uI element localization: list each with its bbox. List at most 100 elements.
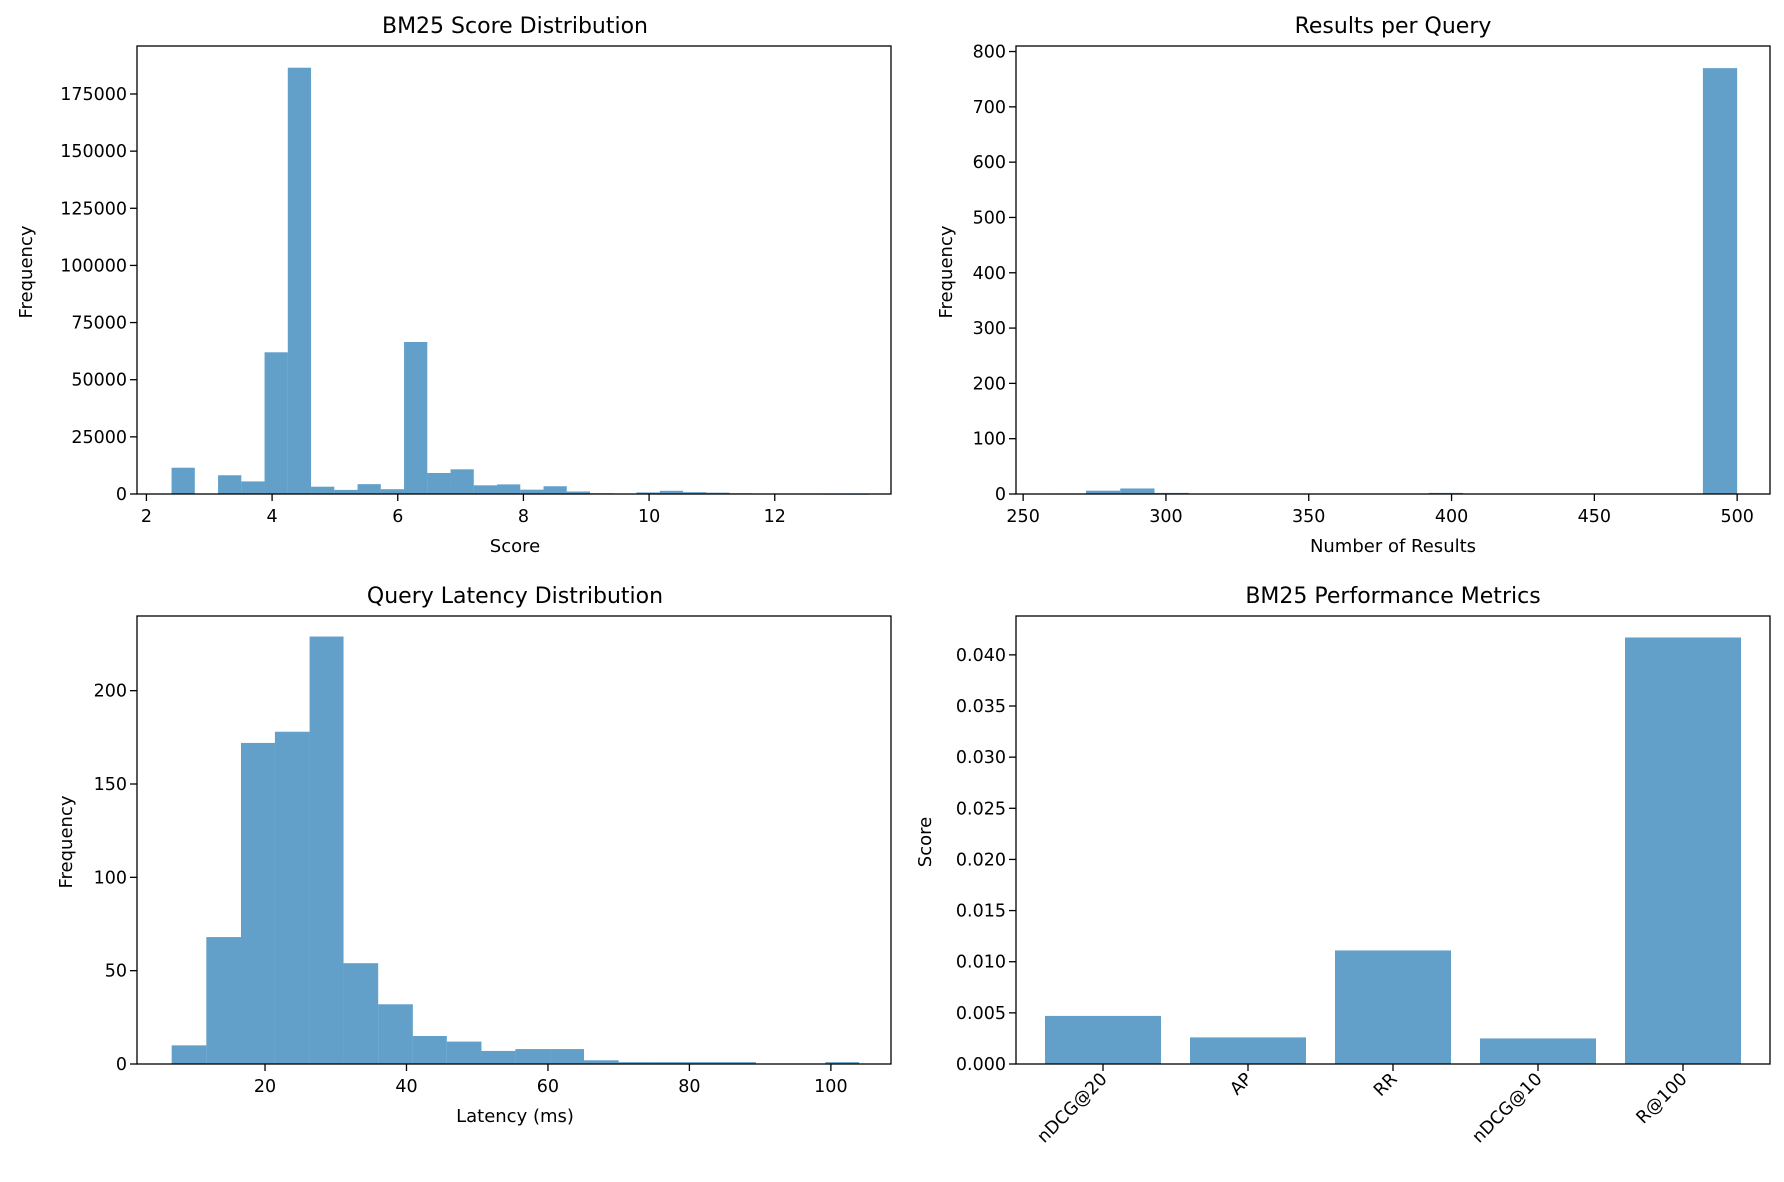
results-ytick-label: 800	[973, 43, 1006, 63]
results-ytick-label: 500	[973, 208, 1006, 228]
score-histogram-bar	[543, 486, 567, 494]
latency-histogram-bar	[412, 1036, 447, 1064]
results-ytick-label: 400	[973, 264, 1006, 284]
score-xtick-label: 12	[764, 507, 786, 527]
results-xtick-label: 450	[1578, 507, 1611, 527]
metrics-chart-title: BM25 Performance Metrics	[1245, 584, 1540, 609]
results-ytick-label: 700	[973, 98, 1006, 118]
latency-axes-frame	[136, 615, 892, 1065]
latency-histogram-bar	[515, 1049, 551, 1064]
latency-histogram-bar	[618, 1062, 654, 1064]
score-histogram-bar	[520, 489, 544, 494]
score-ytick-label: 150000	[60, 142, 127, 162]
results-chart-title: Results per Query	[1295, 14, 1492, 39]
latency-histogram-bar	[274, 731, 310, 1064]
metrics-ytick-label: 0.035	[956, 697, 1006, 717]
score-histogram-bar	[450, 469, 474, 494]
results-histogram-bar	[1085, 490, 1121, 494]
score-histogram-bar	[427, 472, 451, 494]
latency-distribution-panel: Query Latency Distribution Latency (ms) …	[56, 584, 892, 1127]
score-distribution-panel: BM25 Score Distribution Score Frequency …	[16, 14, 892, 557]
latency-ytick-label: 50	[105, 962, 127, 982]
results-y-axis-label: Frequency	[936, 225, 957, 318]
results-xtick-label: 300	[1149, 507, 1182, 527]
score-ytick-label: 100000	[60, 256, 127, 276]
latency-ytick-label: 100	[94, 868, 127, 888]
score-ytick-label: 75000	[71, 314, 127, 334]
score-histogram-bar	[287, 67, 312, 494]
score-histogram-bar	[404, 342, 428, 494]
metrics-ytick-label: 0.010	[956, 953, 1006, 973]
metrics-y-axis-label: Score	[915, 817, 936, 867]
latency-histogram-bar	[825, 1062, 860, 1064]
latency-y-axis-label: Frequency	[56, 795, 77, 888]
latency-histogram-bar	[378, 1004, 413, 1064]
metrics-ytick-label: 0.015	[956, 902, 1006, 922]
metrics-bar-ap	[1190, 1037, 1306, 1064]
score-histogram-bar	[334, 489, 358, 494]
score-histogram-bar	[171, 467, 195, 494]
metrics-xtick-label: R@100	[1633, 1069, 1692, 1128]
latency-histogram-bar	[721, 1062, 756, 1064]
latency-ytick-label: 0	[116, 1055, 127, 1075]
results-ytick-label: 300	[973, 319, 1006, 339]
score-ytick-label: 25000	[71, 428, 127, 448]
score-histogram-bar	[357, 484, 381, 494]
performance-metrics-panel: BM25 Performance Metrics Score nDCG@20 AP…	[915, 584, 1771, 1147]
score-histogram-bar	[659, 490, 684, 494]
latency-xtick-label: 60	[537, 1077, 559, 1097]
metrics-xtick-label: AP	[1226, 1069, 1256, 1099]
score-histogram-bar	[380, 489, 405, 494]
score-histogram-bar	[683, 492, 707, 494]
metrics-ytick-label: 0.005	[956, 1004, 1006, 1024]
score-xtick-label: 4	[267, 507, 278, 527]
score-xtick-label: 2	[141, 507, 152, 527]
results-xtick-label: 400	[1435, 507, 1468, 527]
score-x-axis-label: Score	[490, 536, 540, 557]
results-per-query-panel: Results per Query Number of Results Freq…	[936, 14, 1771, 557]
metrics-bar-ndcg-10	[1480, 1038, 1596, 1064]
score-ytick-label: 125000	[60, 199, 127, 219]
score-ytick-label: 0	[116, 485, 127, 505]
metrics-bar-rr	[1335, 950, 1451, 1064]
score-histogram-bar	[497, 484, 521, 494]
score-ytick-label: 175000	[60, 85, 127, 105]
latency-histogram-bar	[687, 1062, 722, 1064]
latency-ytick-label: 150	[94, 775, 127, 795]
latency-ytick-label: 200	[94, 682, 127, 702]
results-ytick-label: 0	[995, 485, 1006, 505]
results-histogram-bar	[1702, 68, 1738, 494]
metrics-ytick-label: 0.030	[956, 748, 1006, 768]
score-xtick-label: 8	[518, 507, 529, 527]
results-histogram-bar	[1120, 488, 1155, 494]
latency-xtick-label: 40	[395, 1077, 417, 1097]
results-xtick-label: 500	[1720, 507, 1753, 527]
score-histogram-bar	[473, 485, 498, 494]
metrics-bar-r-100	[1625, 637, 1741, 1064]
latency-xtick-label: 80	[678, 1077, 700, 1097]
metrics-bar-ndcg-20	[1045, 1015, 1161, 1064]
latency-histogram-bar	[481, 1050, 516, 1064]
metrics-ytick-label: 0.040	[956, 646, 1006, 666]
score-histogram-bar	[566, 491, 591, 494]
results-xtick-label: 250	[1006, 507, 1039, 527]
latency-histogram-bar	[584, 1060, 619, 1064]
latency-xtick-label: 100	[814, 1077, 847, 1097]
latency-histogram-bar	[653, 1062, 688, 1064]
metrics-xtick-label: nDCG@10	[1469, 1069, 1547, 1147]
results-xtick-label: 350	[1292, 507, 1325, 527]
results-ytick-label: 200	[973, 374, 1006, 394]
score-ytick-label: 50000	[71, 371, 127, 391]
metrics-xtick-label: nDCG@20	[1034, 1069, 1112, 1147]
latency-histogram-bar	[309, 636, 344, 1064]
latency-xtick-label: 20	[254, 1077, 276, 1097]
latency-chart-title: Query Latency Distribution	[367, 584, 663, 609]
metrics-xtick-label: RR	[1370, 1069, 1401, 1100]
score-y-axis-label: Frequency	[16, 225, 37, 318]
metrics-ytick-label: 0.020	[956, 850, 1006, 870]
score-histogram-bar	[241, 481, 265, 494]
latency-histogram-bar	[550, 1049, 585, 1064]
latency-histogram-bar	[240, 742, 275, 1064]
score-chart-title: BM25 Score Distribution	[382, 14, 648, 39]
